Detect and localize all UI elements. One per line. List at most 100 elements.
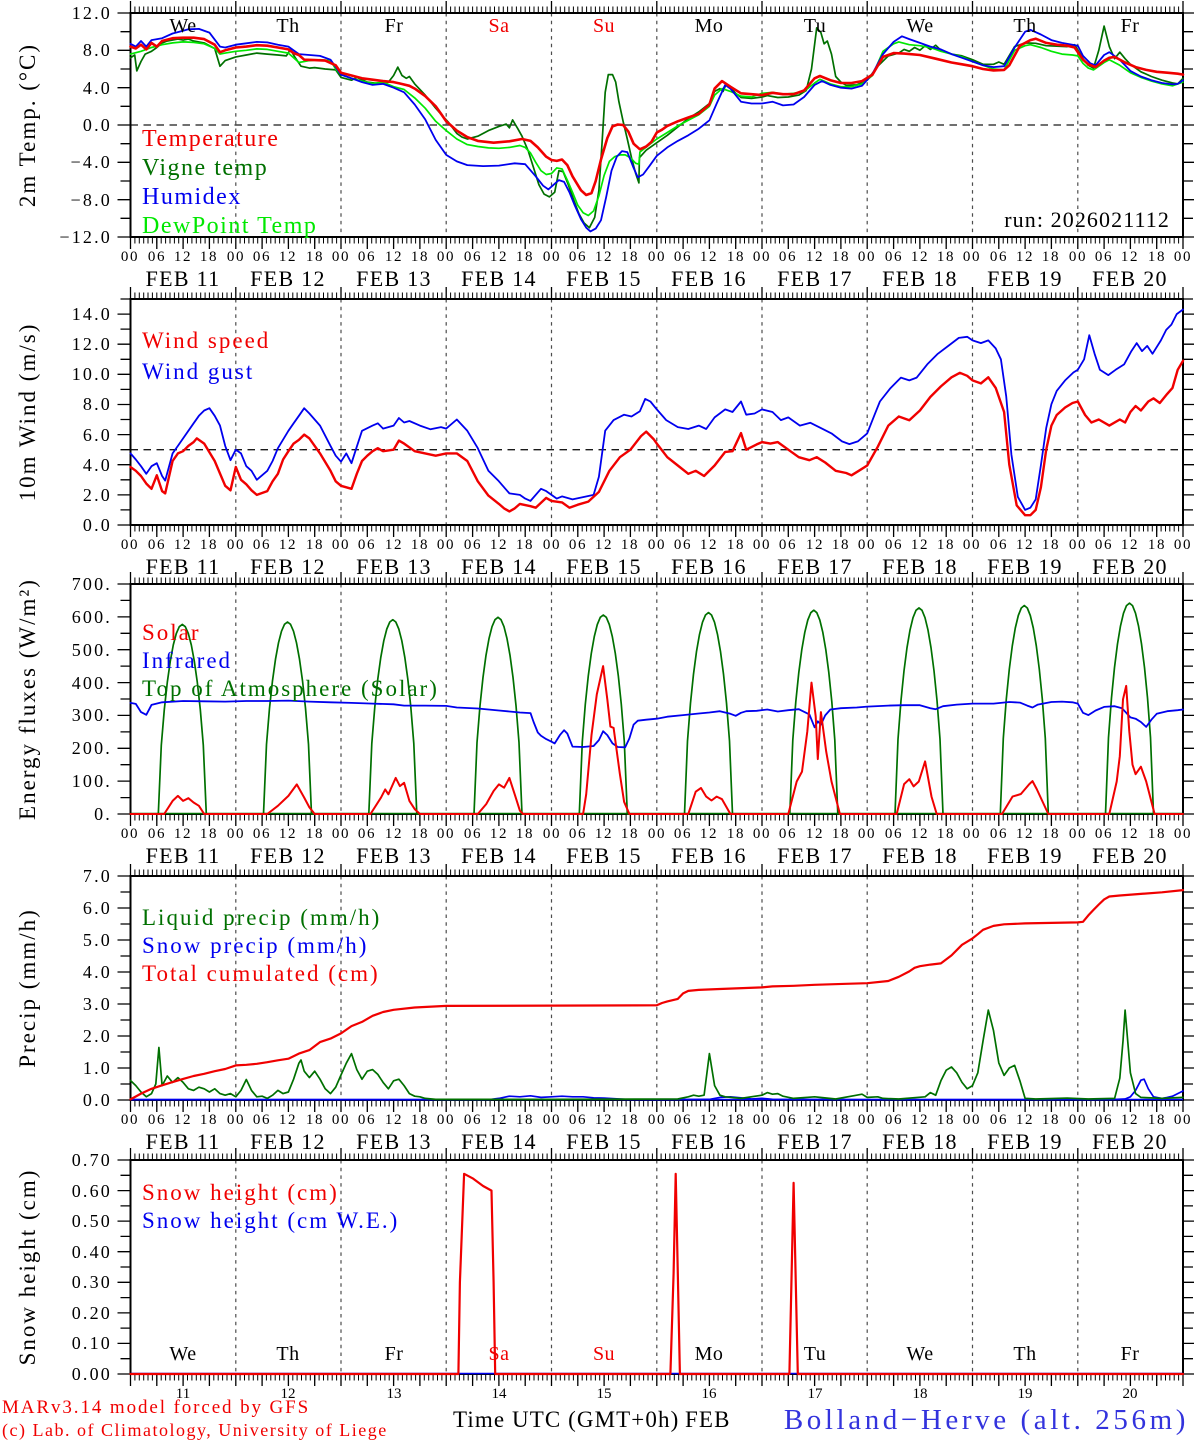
svg-text:Fr: Fr [385,15,404,37]
svg-text:00: 00 [437,826,455,842]
svg-text:13: 13 [387,1386,402,1402]
svg-text:18: 18 [1148,826,1166,842]
svg-text:12: 12 [279,1112,297,1128]
svg-text:18: 18 [1148,537,1166,553]
svg-text:MARv3.14 model forced by GFS: MARv3.14 model forced by GFS [2,1397,310,1418]
svg-text:18: 18 [937,1112,955,1128]
svg-text:12: 12 [279,537,297,553]
svg-text:00: 00 [227,1112,245,1128]
svg-text:00: 00 [963,826,981,842]
svg-text:FEB 20: FEB 20 [1092,843,1168,868]
svg-text:00: 00 [332,249,350,265]
svg-text:6.0: 6.0 [83,898,112,918]
svg-text:Th: Th [276,15,299,37]
svg-text:18: 18 [1042,826,1060,842]
svg-text:00: 00 [753,826,771,842]
svg-text:6.0: 6.0 [83,425,112,445]
svg-text:Wind speed: Wind speed [142,328,270,353]
svg-text:06: 06 [464,1112,482,1128]
svg-text:00: 00 [1174,249,1192,265]
svg-text:FEB 12: FEB 12 [250,266,326,291]
svg-text:06: 06 [885,826,903,842]
svg-text:00: 00 [121,1112,139,1128]
svg-text:12: 12 [385,537,403,553]
svg-text:FEB 19: FEB 19 [987,1129,1063,1154]
svg-text:12: 12 [911,826,929,842]
svg-text:06: 06 [358,537,376,553]
svg-text:00: 00 [648,826,666,842]
svg-text:06: 06 [253,1112,271,1128]
svg-text:06: 06 [148,537,166,553]
svg-text:FEB 15: FEB 15 [566,1129,642,1154]
svg-text:00: 00 [227,249,245,265]
svg-text:12: 12 [385,249,403,265]
svg-text:12: 12 [700,537,718,553]
svg-text:18: 18 [727,1112,745,1128]
svg-text:18: 18 [200,1112,218,1128]
svg-text:4.0: 4.0 [83,455,112,475]
svg-text:12: 12 [279,249,297,265]
svg-text:06: 06 [1095,537,1113,553]
svg-text:14.0: 14.0 [72,304,112,324]
svg-text:00: 00 [1069,249,1087,265]
svg-text:12: 12 [595,1112,613,1128]
svg-text:12: 12 [490,826,508,842]
svg-text:00: 00 [1069,1112,1087,1128]
svg-text:12: 12 [595,826,613,842]
svg-text:06: 06 [674,249,692,265]
svg-text:06: 06 [253,826,271,842]
svg-text:06: 06 [1095,249,1113,265]
svg-text:18: 18 [411,249,429,265]
svg-text:06: 06 [885,249,903,265]
svg-text:12: 12 [806,826,824,842]
svg-text:−12.0: −12.0 [59,227,112,247]
svg-text:Time UTC (GMT+0h) FEB: Time UTC (GMT+0h) FEB [453,1407,731,1432]
svg-text:FEB 14: FEB 14 [461,843,537,868]
svg-text:10.0: 10.0 [72,364,112,384]
svg-text:18: 18 [306,249,324,265]
svg-text:06: 06 [148,826,166,842]
svg-text:06: 06 [253,537,271,553]
svg-text:06: 06 [569,537,587,553]
svg-text:Top of Atmosphere (Solar): Top of Atmosphere (Solar) [142,676,439,701]
svg-text:Energy fluxes (W/m²): Energy fluxes (W/m²) [15,578,40,820]
svg-text:FEB 16: FEB 16 [671,266,747,291]
svg-text:5.0: 5.0 [83,930,112,950]
svg-text:12: 12 [385,826,403,842]
svg-text:12: 12 [1016,537,1034,553]
svg-text:12.0: 12.0 [72,334,112,354]
svg-text:FEB 18: FEB 18 [882,1129,958,1154]
svg-text:18: 18 [832,249,850,265]
svg-text:15: 15 [597,1386,612,1402]
svg-text:FEB 20: FEB 20 [1092,1129,1168,1154]
svg-text:Tu: Tu [804,1343,827,1365]
svg-text:18: 18 [913,1386,928,1402]
svg-text:00: 00 [332,1112,350,1128]
svg-text:00: 00 [963,1112,981,1128]
svg-text:0.0: 0.0 [83,1090,112,1110]
svg-text:18: 18 [1042,249,1060,265]
svg-text:18: 18 [937,537,955,553]
svg-text:18: 18 [306,826,324,842]
svg-text:06: 06 [990,537,1008,553]
svg-text:Humidex: Humidex [142,184,242,210]
svg-text:We: We [906,15,933,37]
svg-text:FEB 13: FEB 13 [356,266,432,291]
svg-text:18: 18 [1148,249,1166,265]
svg-text:16: 16 [702,1386,718,1402]
svg-text:FEB 12: FEB 12 [250,1129,326,1154]
svg-text:Th: Th [1013,15,1036,37]
svg-text:12: 12 [174,537,192,553]
svg-text:FEB 18: FEB 18 [882,266,958,291]
svg-text:00: 00 [332,826,350,842]
svg-text:18: 18 [832,826,850,842]
svg-text:06: 06 [990,826,1008,842]
svg-text:00: 00 [858,826,876,842]
svg-text:200.: 200. [72,738,112,758]
svg-text:FEB 14: FEB 14 [461,266,537,291]
svg-text:12: 12 [595,249,613,265]
svg-text:06: 06 [148,249,166,265]
svg-text:FEB 20: FEB 20 [1092,266,1168,291]
svg-text:FEB 16: FEB 16 [671,1129,747,1154]
svg-text:00: 00 [858,537,876,553]
